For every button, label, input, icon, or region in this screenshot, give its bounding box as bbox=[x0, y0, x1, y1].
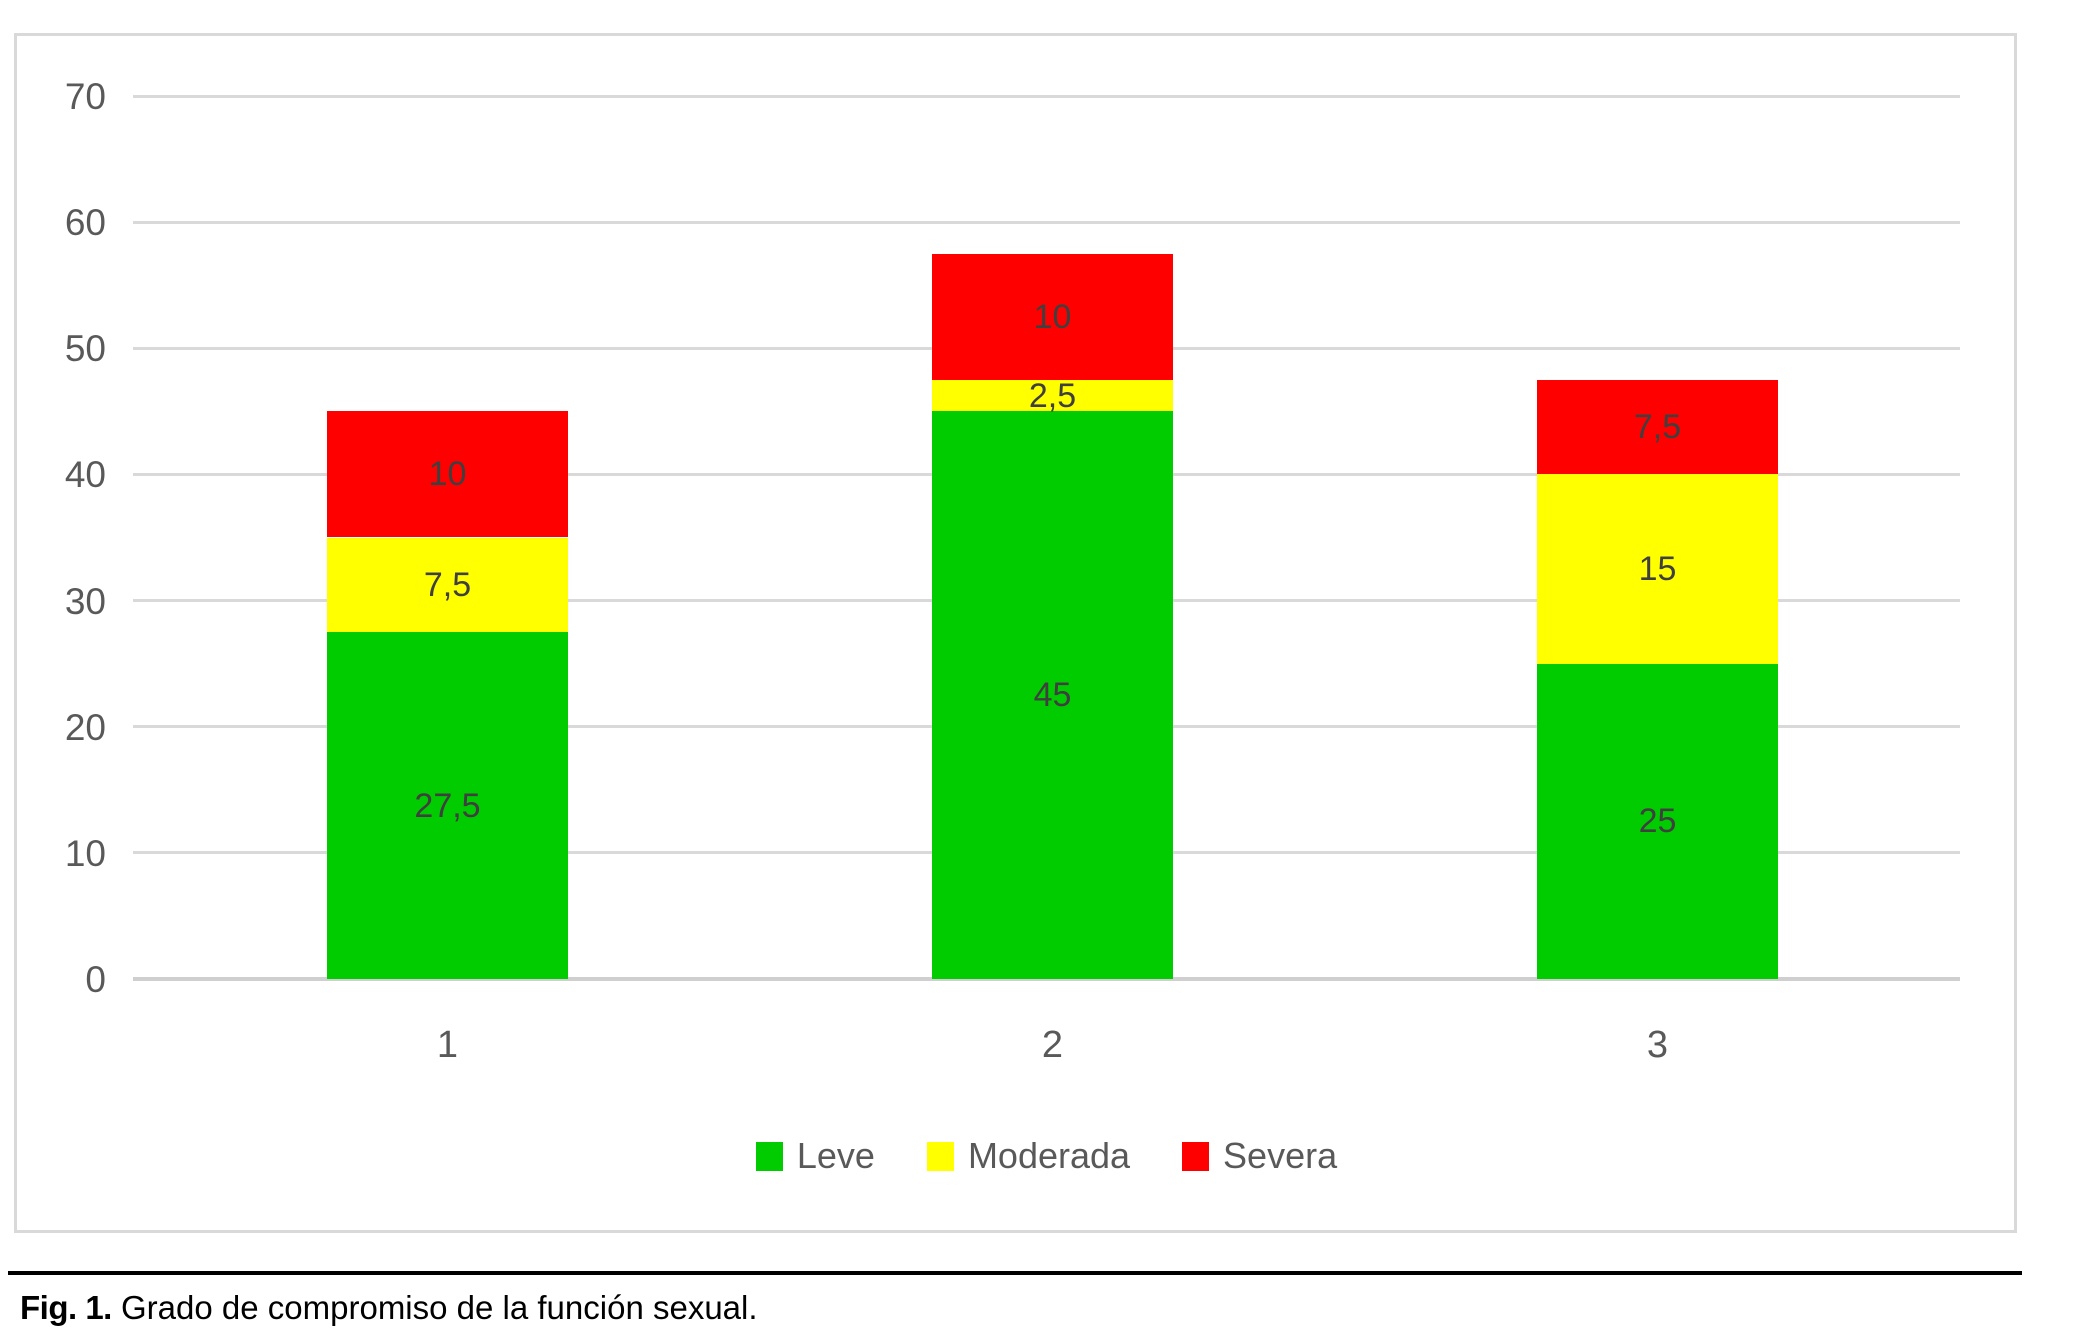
y-tick-label-30: 30 bbox=[64, 580, 106, 622]
bar-1-segment-moderada bbox=[327, 537, 568, 633]
y-tick-label-0: 0 bbox=[85, 959, 106, 1000]
y-tick-label-50: 50 bbox=[64, 328, 106, 370]
figure-caption: Fig. 1. Grado de compromiso de la funció… bbox=[20, 1288, 758, 1328]
bar-3-label-severa: 7,5 bbox=[1633, 408, 1682, 447]
chart-legend: Leve Moderada Severa bbox=[133, 1138, 1960, 1174]
y-tick-label-60: 60 bbox=[64, 202, 106, 244]
legend-item-leve: Leve bbox=[755, 1135, 875, 1176]
bar-2-label-leve: 45 bbox=[1033, 676, 1072, 715]
bar-3-segment-severa bbox=[1537, 379, 1778, 475]
legend-item-severa: Severa bbox=[1182, 1138, 1337, 1174]
bar-2-label-moderada: 2,5 bbox=[1028, 376, 1077, 415]
y-tick-label-10: 10 bbox=[64, 832, 106, 874]
bar-1-segment-severa bbox=[327, 411, 568, 538]
y-tick-label-70: 70 bbox=[64, 76, 106, 117]
legend-swatch-severa bbox=[1182, 1141, 1210, 1171]
y-gridline-0 bbox=[133, 977, 1960, 981]
x-category-label-1: 1 bbox=[436, 1024, 459, 1066]
legend-swatch-moderada bbox=[926, 1141, 954, 1171]
bar-3-segment-leve bbox=[1537, 663, 1778, 979]
bar-2-segment-leve bbox=[932, 411, 1173, 979]
bar-1-label-severa: 10 bbox=[428, 455, 467, 494]
caption-rule bbox=[8, 1271, 2022, 1275]
figure-caption-label: Fig. 1. bbox=[20, 1289, 112, 1326]
x-category-label-2: 2 bbox=[1041, 1024, 1064, 1066]
x-category-label-3: 3 bbox=[1646, 1024, 1669, 1066]
legend-item-moderada: Moderada bbox=[926, 1135, 1131, 1176]
bar-2-segment-moderada bbox=[932, 379, 1173, 412]
bar-3-label-moderada: 15 bbox=[1638, 550, 1677, 589]
bar-2-segment-severa bbox=[932, 253, 1173, 380]
bar-1-label-leve: 27,5 bbox=[414, 786, 481, 825]
legend-swatch-leve bbox=[755, 1141, 783, 1171]
legend-label-moderada: Moderada bbox=[967, 1135, 1131, 1176]
bar-3-label-leve: 25 bbox=[1638, 802, 1677, 841]
legend-label-leve: Leve bbox=[796, 1135, 875, 1176]
y-gridline-70 bbox=[133, 94, 1960, 98]
bar-1-label-moderada: 7,5 bbox=[423, 565, 472, 604]
legend-label-severa: Severa bbox=[1223, 1135, 1338, 1176]
bar-1-segment-leve bbox=[327, 632, 568, 979]
bar-2-label-severa: 10 bbox=[1033, 297, 1072, 336]
y-tick-label-40: 40 bbox=[64, 454, 106, 496]
figure-caption-text: Grado de compromiso de la función sexual… bbox=[121, 1289, 758, 1326]
y-tick-label-20: 20 bbox=[64, 706, 106, 748]
bar-3-segment-moderada bbox=[1537, 474, 1778, 664]
y-gridline-60 bbox=[133, 220, 1960, 224]
